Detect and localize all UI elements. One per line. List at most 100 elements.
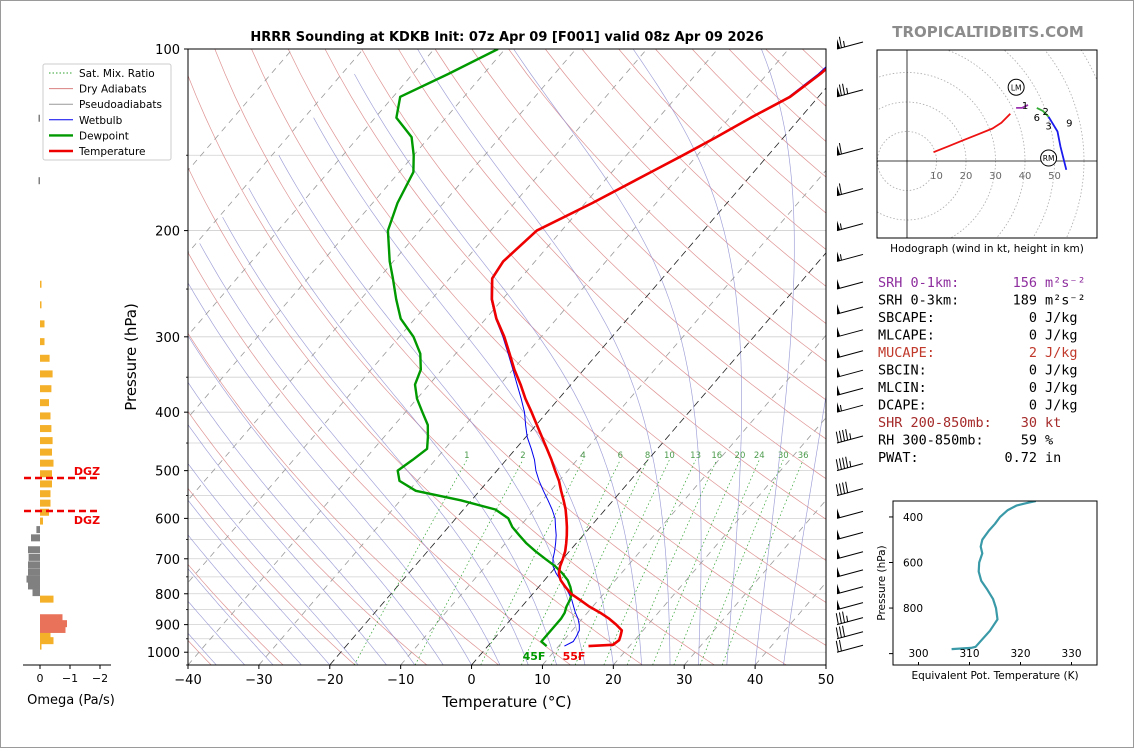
wind-barb bbox=[835, 611, 864, 626]
pseudoadiabat bbox=[188, 463, 359, 665]
index-value: 2 bbox=[1029, 345, 1037, 361]
omega-bar bbox=[40, 354, 50, 362]
index-label: MUCAPE: bbox=[878, 345, 935, 361]
legend-label: Dewpoint bbox=[79, 130, 129, 142]
barb-flag bbox=[835, 640, 839, 652]
omega-bar bbox=[28, 568, 40, 576]
pseudoadiabat bbox=[188, 499, 331, 665]
pseudoadiabat bbox=[417, 49, 671, 665]
barb-flag bbox=[838, 142, 842, 155]
omega-bar bbox=[40, 480, 52, 488]
dgz-bottom-label: DGZ bbox=[74, 514, 100, 527]
pseudoadiabat bbox=[188, 600, 245, 665]
surface-temperature-label: 55F bbox=[563, 650, 586, 663]
barb-half-flag bbox=[839, 223, 842, 230]
barb-flag bbox=[838, 458, 842, 470]
legend-box bbox=[42, 63, 172, 161]
pseudoadiabat bbox=[248, 187, 557, 665]
barb-pennant bbox=[837, 326, 841, 337]
index-unit: J/kg bbox=[1045, 363, 1078, 379]
index-value: 189 bbox=[1013, 293, 1037, 309]
wind-barb bbox=[836, 508, 864, 519]
barb-half-flag bbox=[839, 254, 842, 261]
index-unit: % bbox=[1045, 433, 1053, 449]
index-unit: J/kg bbox=[1045, 328, 1078, 344]
barb-pennant bbox=[837, 86, 841, 97]
legend: Sat. Mix. Ratio Dry Adiabats Pseudoadiabat… bbox=[42, 63, 172, 161]
wind-barb bbox=[836, 599, 864, 611]
mixing-ratio-line bbox=[721, 459, 804, 665]
theta-e-xlabel: Equivalent Pot. Temperature (K) bbox=[911, 670, 1078, 682]
mixing-ratio-line bbox=[603, 459, 696, 665]
legend-label: Pseudoadiabats bbox=[79, 99, 162, 111]
wind-barb bbox=[836, 367, 864, 378]
barb-shaft bbox=[836, 551, 864, 560]
barb-shaft bbox=[836, 369, 864, 378]
mixing-ratio-line bbox=[626, 459, 718, 665]
hodo-height-label: 1 bbox=[1022, 101, 1028, 112]
barb-pennant bbox=[837, 367, 841, 378]
pseudoadiabat bbox=[783, 393, 826, 665]
theta-e-ylabel: Pressure (hPa) bbox=[876, 545, 888, 620]
pseudoadiabat bbox=[188, 335, 444, 665]
hodo-height-label: 6 bbox=[1034, 113, 1040, 124]
dry-adiabat bbox=[188, 251, 571, 665]
legend-label: Sat. Mix. Ratio bbox=[79, 68, 155, 80]
mixing-ratio-label: 16 bbox=[711, 451, 722, 461]
barb-pennant bbox=[837, 251, 841, 262]
y-tick-label: 200 bbox=[155, 225, 180, 240]
wind-barb bbox=[836, 583, 864, 595]
hodo-trace bbox=[1016, 104, 1029, 109]
omega-bar bbox=[40, 301, 42, 309]
barb-pennant bbox=[837, 529, 841, 540]
omega-bar bbox=[40, 448, 52, 456]
hodograph-frame bbox=[876, 49, 1098, 239]
mixing-ratio-label: 6 bbox=[618, 451, 623, 461]
theta-e-panel: 300 310 320 330 400 600 800 Equivalent Pot. Te… bbox=[876, 500, 1098, 682]
omega-bar bbox=[40, 470, 52, 478]
omega-bar bbox=[40, 425, 52, 433]
pseudoadiabat bbox=[278, 155, 586, 665]
x-tick-label: −20 bbox=[316, 673, 343, 688]
index-label: MLCAPE: bbox=[878, 328, 935, 344]
theta-y-tick-label: 600 bbox=[903, 558, 923, 570]
pseudoadiabat bbox=[188, 424, 387, 665]
barb-pennant bbox=[837, 220, 841, 231]
omega-bar bbox=[31, 534, 40, 542]
omega-bar bbox=[40, 508, 49, 516]
barb-flag bbox=[838, 639, 842, 652]
dry-adiabat bbox=[188, 166, 643, 665]
x-tick-label: −40 bbox=[174, 673, 201, 688]
index-value: 0 bbox=[1029, 380, 1037, 396]
barb-shaft bbox=[836, 387, 864, 396]
omega-tick-label: 0 bbox=[37, 672, 44, 685]
skewt-ylabel: Pressure (hPa) bbox=[122, 303, 140, 411]
omega-bar bbox=[28, 546, 40, 554]
barb-shaft bbox=[836, 41, 864, 50]
barb-pennant bbox=[837, 185, 841, 196]
omega-bar bbox=[40, 517, 43, 525]
barb-pennant bbox=[837, 385, 841, 396]
barb-shaft bbox=[836, 253, 864, 262]
mixing-ratio-line bbox=[699, 459, 784, 665]
wind-barb bbox=[836, 83, 864, 98]
barb-shaft bbox=[836, 404, 864, 413]
pseudoadiabat bbox=[632, 49, 742, 665]
index-label: PWAT: bbox=[878, 450, 919, 466]
dry-adiabat bbox=[188, 332, 499, 665]
barb-pennant bbox=[837, 279, 841, 290]
theta-y-tick-label: 800 bbox=[903, 603, 923, 615]
hodograph-title: Hodograph (wind in kt, height in km) bbox=[890, 243, 1084, 255]
y-tick-label: 400 bbox=[155, 406, 180, 421]
omega-tick-label: −1 bbox=[62, 672, 78, 685]
index-value: 0.72 bbox=[1004, 450, 1037, 466]
barb-flag bbox=[842, 83, 846, 95]
mixing-ratio-label: 2 bbox=[520, 451, 525, 461]
hodo-ring-label: 10 bbox=[930, 171, 943, 182]
y-tick-label: 600 bbox=[155, 512, 180, 527]
omega-bar bbox=[40, 320, 45, 328]
barb-flag bbox=[835, 459, 839, 471]
barb-flag bbox=[838, 483, 842, 495]
y-tick-label: 100 bbox=[155, 43, 180, 58]
pseudoadiabat bbox=[188, 534, 302, 665]
